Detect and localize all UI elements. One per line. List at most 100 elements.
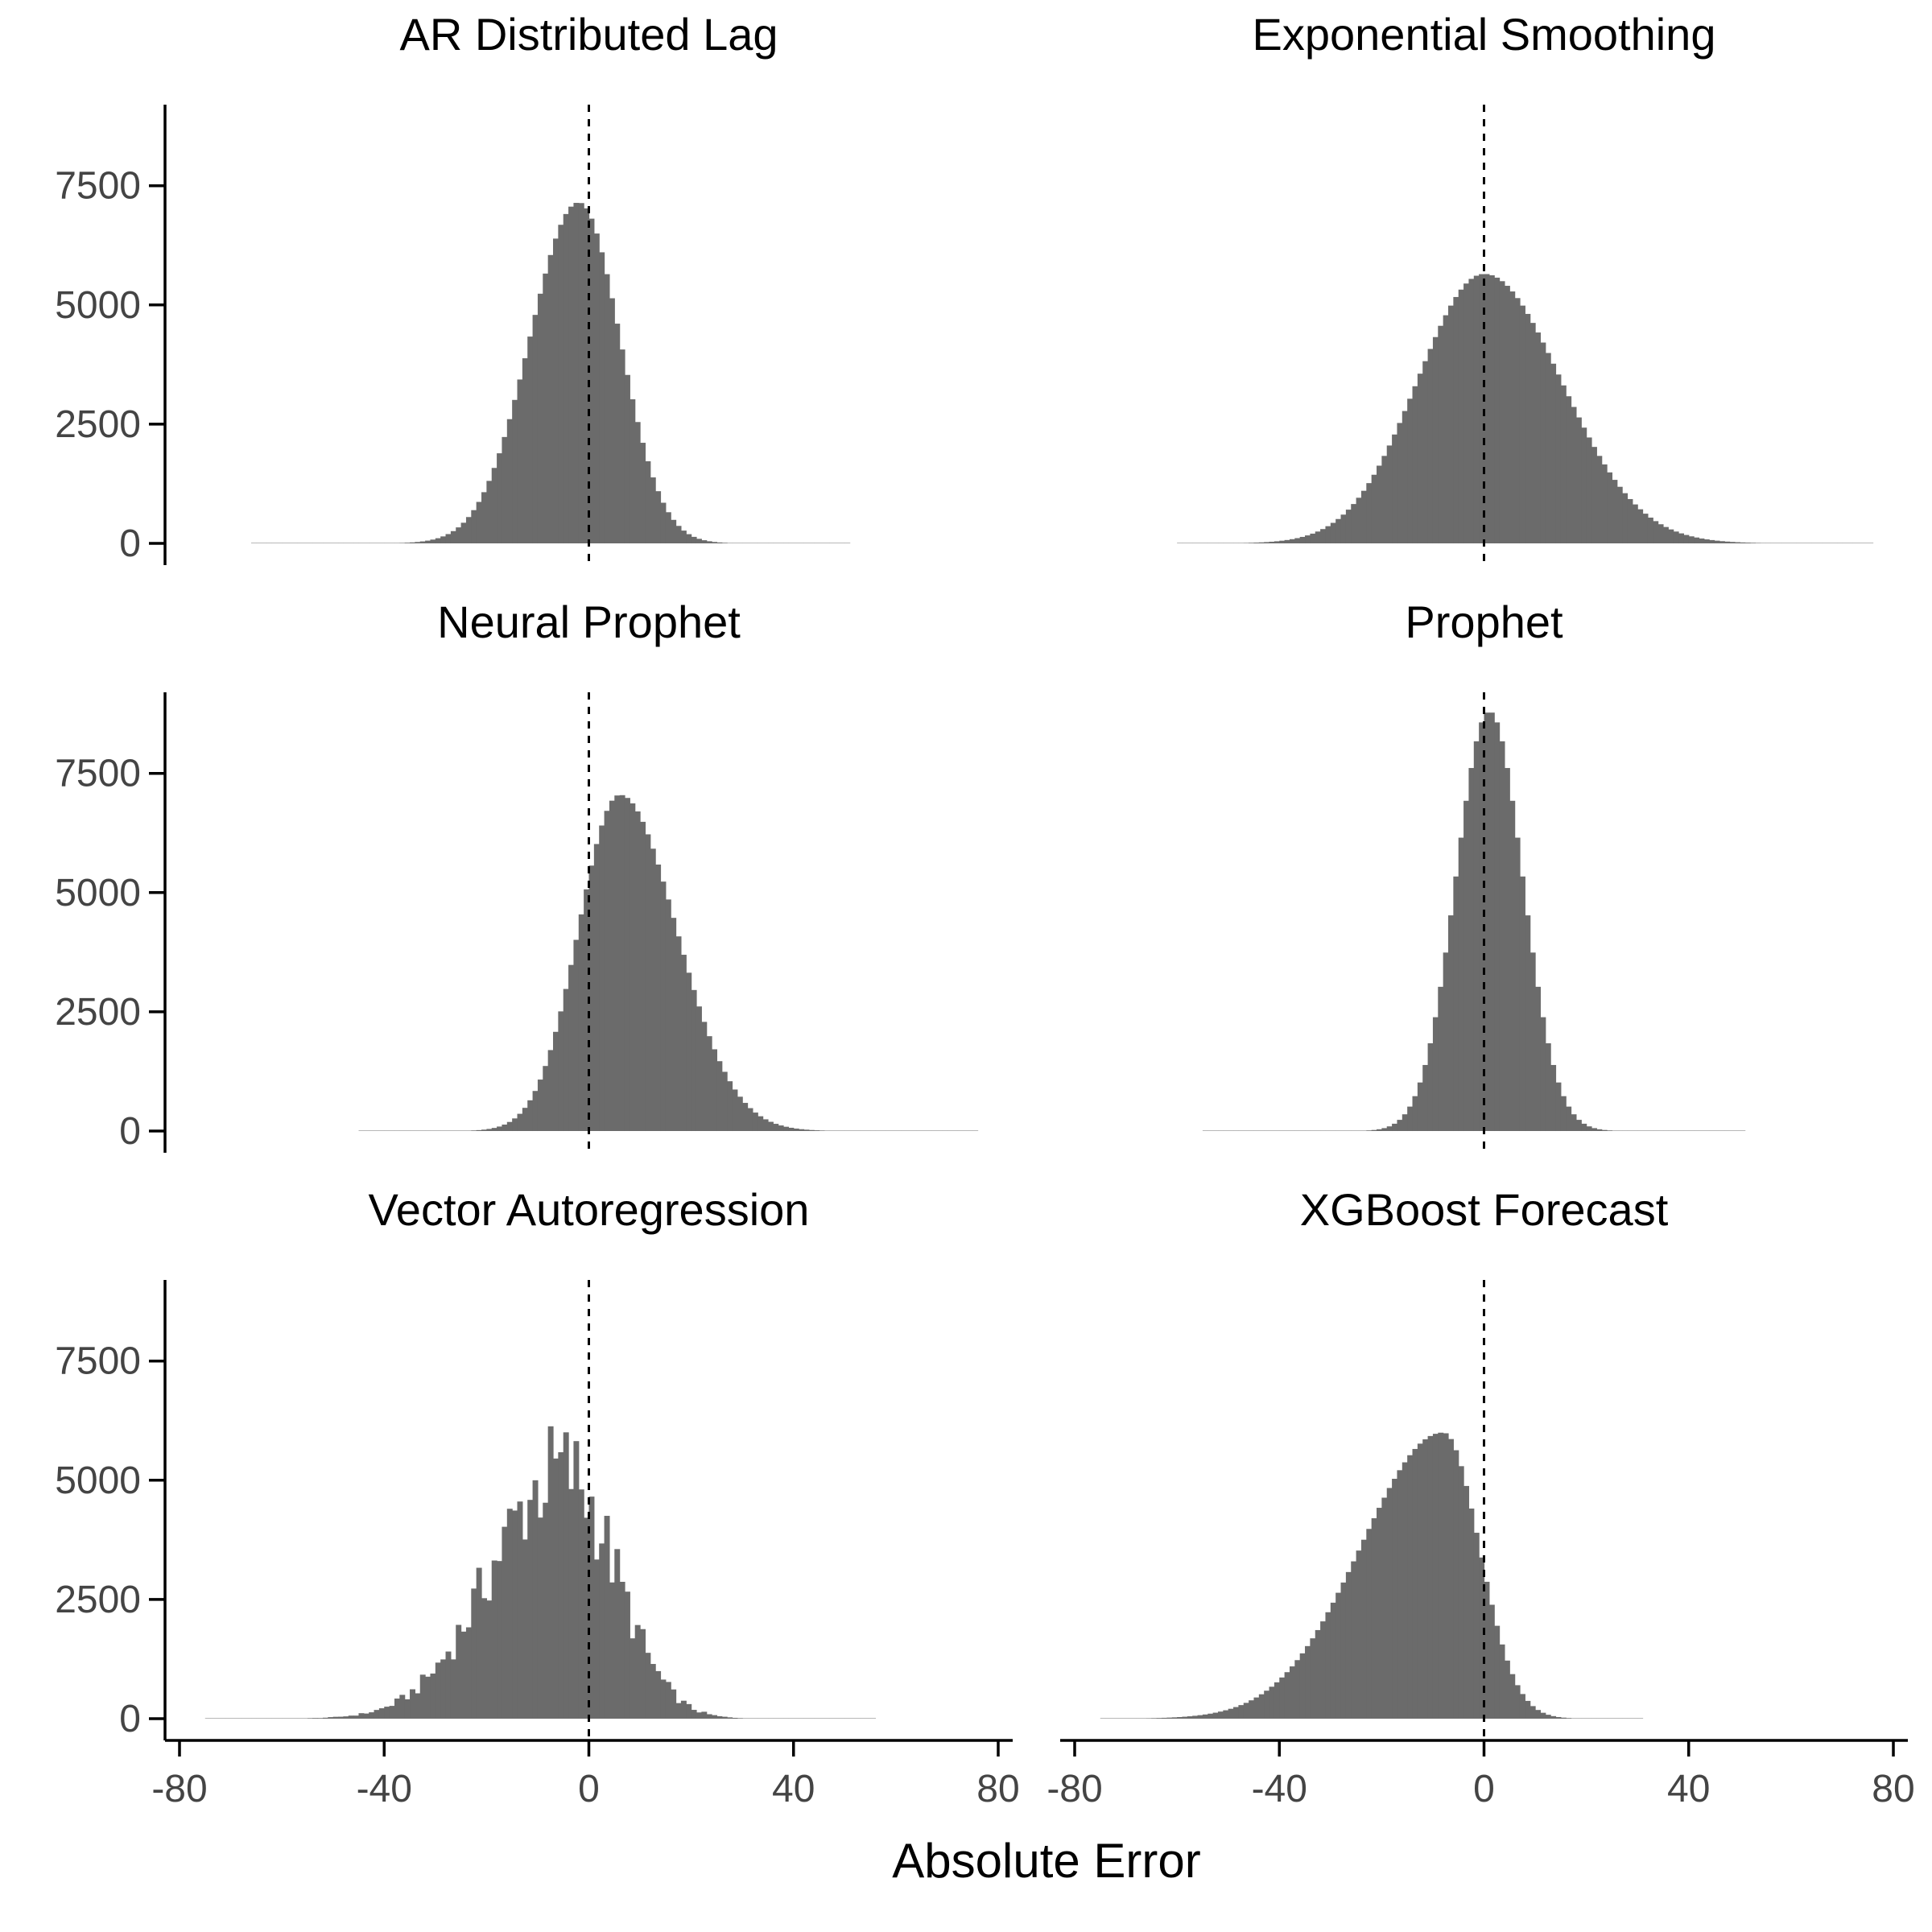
histogram-bar: [1289, 1666, 1295, 1719]
histogram-bar: [419, 541, 426, 543]
histogram-bar: [543, 1066, 549, 1131]
histogram-bar: [1151, 1718, 1158, 1719]
histogram-bar: [1371, 1518, 1377, 1719]
histogram-bar: [1335, 518, 1342, 543]
histogram-bar: [1545, 1043, 1551, 1131]
histogram-bar: [696, 1712, 702, 1719]
histogram-bar: [1264, 542, 1270, 543]
histogram-bar: [1535, 1710, 1542, 1719]
histogram-bar: [1519, 305, 1525, 543]
x-tick-label: 0: [1473, 1768, 1495, 1810]
y-tick-label: 5000: [55, 1459, 141, 1502]
histogram-bar: [619, 349, 625, 543]
histogram-bar: [1427, 1435, 1434, 1719]
histogram-bar: [568, 206, 575, 543]
histogram-bar: [1463, 1485, 1470, 1719]
histogram-bar: [1555, 374, 1562, 543]
histogram-bar: [1637, 509, 1644, 543]
histogram-bar: [650, 1664, 656, 1719]
histogram-bar: [1320, 1621, 1327, 1719]
x-tick-label: -80: [1046, 1768, 1102, 1810]
histogram-bar: [1509, 800, 1516, 1131]
histogram-bar: [486, 481, 493, 543]
histogram-bar: [481, 1129, 487, 1131]
histogram-bar: [604, 1516, 610, 1719]
histogram-bar: [1566, 396, 1572, 543]
histogram-bar: [1488, 1604, 1495, 1719]
histogram-bar: [732, 1717, 738, 1719]
histogram-bar: [1386, 1488, 1393, 1719]
panel-xgboost-forecast: XGBoost Forecast -80 -40 0 40 80: [1046, 1184, 1914, 1810]
histogram-bar: [1432, 336, 1439, 543]
histogram-bar: [517, 1501, 523, 1719]
histogram-bar: [1412, 1448, 1418, 1719]
histogram-bar: [1473, 1533, 1480, 1719]
histogram-bar: [1381, 1497, 1388, 1719]
histogram-bar: [1258, 1694, 1265, 1719]
histogram-bar: [1294, 1660, 1301, 1719]
histogram-bar: [425, 540, 431, 543]
histogram-bar: [732, 1089, 738, 1131]
histogram-bar: [1448, 1439, 1454, 1719]
histogram-bar: [1525, 915, 1531, 1131]
histogram-bar: [1305, 535, 1311, 543]
histogram-bar: [1299, 1653, 1306, 1719]
histogram-bar: [1412, 1096, 1418, 1131]
histogram-bar: [665, 512, 671, 543]
histogram-bar: [1197, 1715, 1203, 1719]
histogram-bar: [1330, 522, 1336, 543]
histogram-bar: [1586, 437, 1592, 543]
histogram-bar: [532, 315, 539, 543]
panel-exponential-smoothing: Exponential Smoothing: [1177, 9, 1874, 565]
histogram-bar: [1274, 541, 1280, 543]
histogram-bar: [537, 293, 543, 543]
histogram-bar: [1377, 1508, 1382, 1719]
histogram-bar: [742, 1103, 749, 1131]
histogram-bar: [343, 1716, 349, 1719]
histogram-bar: [1371, 1129, 1377, 1131]
histogram-bar: [1402, 411, 1408, 543]
histogram-bar: [450, 530, 456, 543]
histogram-bar: [1315, 531, 1321, 543]
histogram-bar: [1509, 291, 1516, 543]
histogram-bar: [1699, 538, 1705, 543]
histogram-bar: [1166, 1717, 1173, 1719]
histogram-bar: [532, 1091, 539, 1131]
histogram-bar: [1581, 1123, 1587, 1131]
histogram-bar: [1612, 480, 1618, 543]
histogram-bar: [1162, 1717, 1168, 1719]
histogram-bar: [1484, 274, 1490, 543]
histogram-bar: [307, 1718, 313, 1719]
histogram-bar: [1468, 768, 1475, 1131]
histogram-bar: [604, 274, 610, 543]
histogram-bar: [573, 939, 580, 1131]
histogram-bar: [593, 233, 600, 543]
histogram-bar: [1586, 1126, 1592, 1131]
histogram-bar: [712, 1715, 718, 1719]
histogram-bar: [1530, 1706, 1536, 1719]
histogram-bar: [783, 1126, 789, 1131]
histogram-bar: [512, 399, 518, 543]
histogram-bar: [1325, 1612, 1331, 1719]
panel-prophet: Prophet: [1202, 597, 1746, 1153]
histogram-bar: [486, 1600, 493, 1719]
histogram-bar: [1575, 417, 1582, 543]
histogram-bar: [573, 203, 580, 543]
histogram-bar: [727, 1717, 733, 1719]
histogram-bar: [716, 1715, 723, 1719]
histogram-bar: [1417, 1082, 1423, 1131]
histogram-bar: [1386, 1126, 1393, 1131]
histogram-bar: [1653, 521, 1659, 543]
histogram-bar: [1422, 361, 1429, 543]
histogram-bar: [1320, 529, 1327, 543]
histogram-bar: [404, 1699, 411, 1719]
histogram-bar: [1683, 535, 1690, 543]
histogram-bar: [803, 1129, 810, 1131]
histogram-bar: [1177, 1717, 1183, 1719]
histogram-bar: [1453, 1450, 1459, 1719]
histogram-bar: [1223, 1710, 1229, 1719]
panel-neural-prophet: Neural Prophet 0 2500 5000 7500: [55, 597, 979, 1153]
histogram-bar: [394, 1699, 400, 1719]
histogram-bar: [630, 1638, 636, 1719]
histogram-bar: [1540, 1017, 1546, 1131]
